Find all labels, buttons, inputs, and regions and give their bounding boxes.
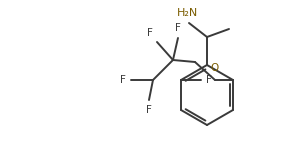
Text: F: F — [146, 105, 152, 115]
Text: F: F — [206, 75, 212, 85]
Text: F: F — [175, 23, 181, 33]
Text: O: O — [211, 63, 219, 73]
Text: F: F — [147, 28, 153, 38]
Text: F: F — [120, 75, 126, 85]
Text: H₂N: H₂N — [176, 8, 198, 18]
